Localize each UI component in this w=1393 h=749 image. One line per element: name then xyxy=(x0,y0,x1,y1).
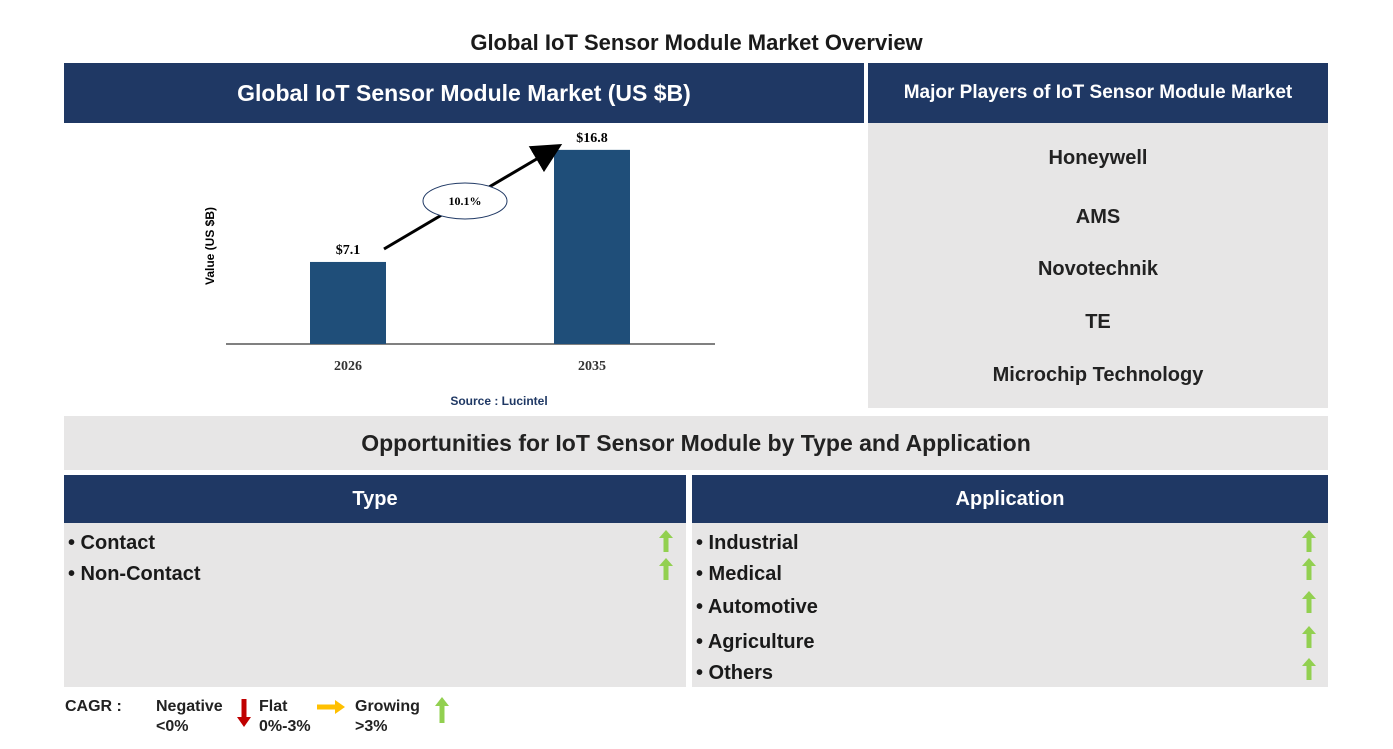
legend-growing-label: Growing xyxy=(355,698,420,715)
bar-value-label: $16.8 xyxy=(576,131,608,146)
page-title: Global IoT Sensor Module Market Overview xyxy=(470,30,923,55)
players-panel-header: Major Players of IoT Sensor Module Marke… xyxy=(868,63,1328,123)
market-bar-chart: Value (US $B) $7.1 2026 $16.8 2035 10.1% So… xyxy=(203,131,715,408)
players-panel: Honeywell AMS Novotechnik TE Microchip T… xyxy=(868,123,1328,408)
cagr-label: 10.1% xyxy=(449,194,482,208)
legend-growing-range: >3% xyxy=(355,718,388,735)
x-tick-label: 2026 xyxy=(334,359,362,374)
legend-cagr-label: CAGR : xyxy=(65,698,122,715)
player-microchip: Microchip Technology xyxy=(992,364,1204,386)
type-item-non-contact: • Non-Contact xyxy=(68,563,201,585)
bar-value-label: $7.1 xyxy=(336,243,361,258)
legend-growing: Growing >3% xyxy=(355,697,420,737)
legend-negative-label: Negative xyxy=(156,698,223,715)
negative-arrow-icon xyxy=(237,699,251,727)
growing-arrow-icon xyxy=(1302,626,1316,648)
legend-negative: Negative <0% xyxy=(156,697,223,737)
player-novotechnik: Novotechnik xyxy=(1037,258,1159,280)
type-item-contact: • Contact xyxy=(68,532,156,554)
legend-negative-range: <0% xyxy=(156,718,189,735)
growing-arrow-icon xyxy=(659,558,673,580)
application-item-others: • Others xyxy=(696,662,774,684)
player-te: TE xyxy=(1085,311,1111,333)
application-item-medical: • Medical xyxy=(696,563,782,585)
bar-2035 xyxy=(554,149,630,344)
growing-arrow-icon xyxy=(1302,591,1316,613)
flat-arrow-icon xyxy=(317,700,345,714)
application-item-industrial: • Industrial xyxy=(696,532,799,554)
market-panel-header: Global IoT Sensor Module Market (US $B) xyxy=(64,63,864,123)
y-axis-label: Value (US $B) xyxy=(203,207,217,285)
application-item-automotive: • Automotive xyxy=(696,596,818,618)
player-ams: AMS xyxy=(1075,206,1121,228)
type-header: Type xyxy=(64,475,686,523)
cagr-ellipse xyxy=(422,182,508,220)
application-header: Application xyxy=(692,475,1328,523)
application-panel: • Industrial • Medical • Automotive • Ag… xyxy=(692,523,1328,687)
legend-flat: Flat 0%-3% xyxy=(259,697,311,737)
legend-flat-label: Flat xyxy=(259,698,288,715)
type-panel: • Contact • Non-Contact xyxy=(64,523,686,687)
x-tick-label: 2035 xyxy=(578,359,606,374)
growing-arrow-icon xyxy=(1302,658,1316,680)
legend-flat-range: 0%-3% xyxy=(259,718,311,735)
growing-arrow-icon xyxy=(659,530,673,552)
chart-source: Source : Lucintel xyxy=(450,394,547,408)
bar-2026 xyxy=(310,261,386,344)
growing-arrow-icon xyxy=(1302,530,1316,552)
growing-arrow-icon xyxy=(1302,558,1316,580)
growing-arrow-icon xyxy=(435,697,449,723)
opportunities-header: Opportunities for IoT Sensor Module by T… xyxy=(64,416,1328,470)
player-honeywell: Honeywell xyxy=(1048,147,1148,169)
application-item-agriculture: • Agriculture xyxy=(696,631,815,653)
